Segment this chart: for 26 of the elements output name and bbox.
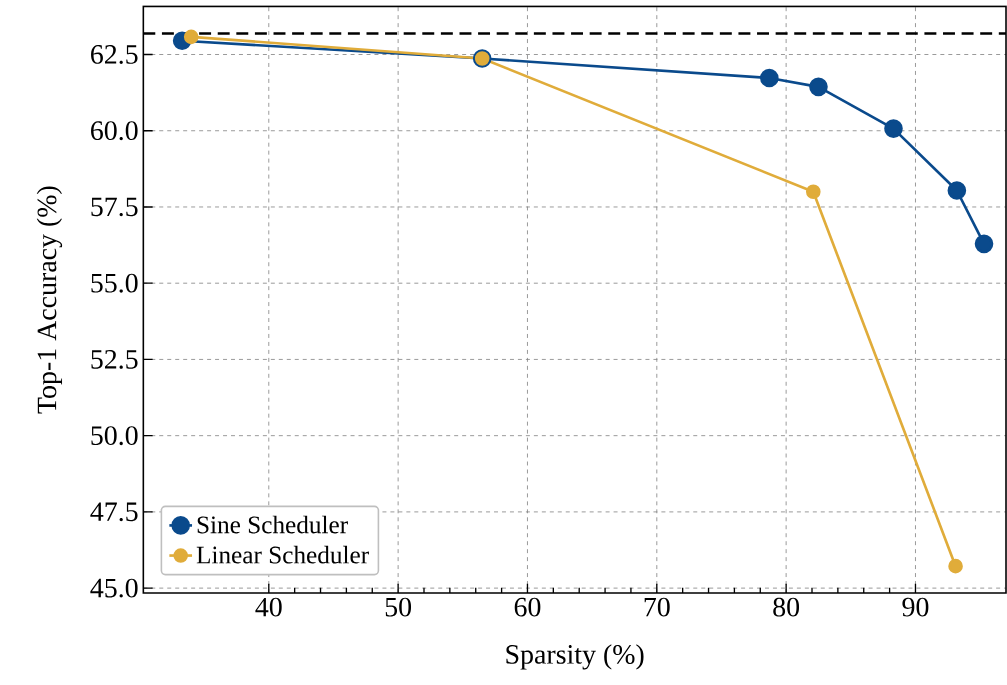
- x-tick-label: 90: [902, 597, 929, 617]
- y-tick-label: 57.5: [91, 197, 138, 217]
- y-tick-label: 60.0: [91, 121, 138, 141]
- y-tick-label: 50.0: [91, 426, 138, 446]
- y-tick-label: 52.5: [91, 349, 138, 369]
- x-tick-label: 70: [644, 597, 670, 617]
- point: [974, 234, 994, 254]
- point: [947, 181, 967, 200]
- x-axis-title: Sparsity (%): [506, 644, 644, 670]
- point: [183, 29, 199, 45]
- y-tick-label: 55.0: [91, 273, 138, 293]
- point: [760, 68, 779, 88]
- y-tick-label: 62.5: [91, 45, 138, 64]
- point: [884, 119, 903, 138]
- point: [948, 558, 963, 574]
- x-tick-label: 40: [255, 597, 282, 617]
- y-axis-title: Top-1 Accuracy (%): [36, 186, 63, 414]
- x-tick-label: 50: [385, 597, 412, 617]
- point: [809, 77, 828, 97]
- y-tick-label: 47.5: [90, 502, 138, 522]
- legend-label: Linear Scheduler: [196, 545, 369, 564]
- x-tick-label: 60: [514, 597, 541, 617]
- legend-label: Sine Scheduler: [197, 515, 348, 534]
- point: [805, 184, 821, 200]
- x-tick-label: 80: [773, 597, 800, 617]
- y-tick-label: 45.0: [90, 578, 138, 598]
